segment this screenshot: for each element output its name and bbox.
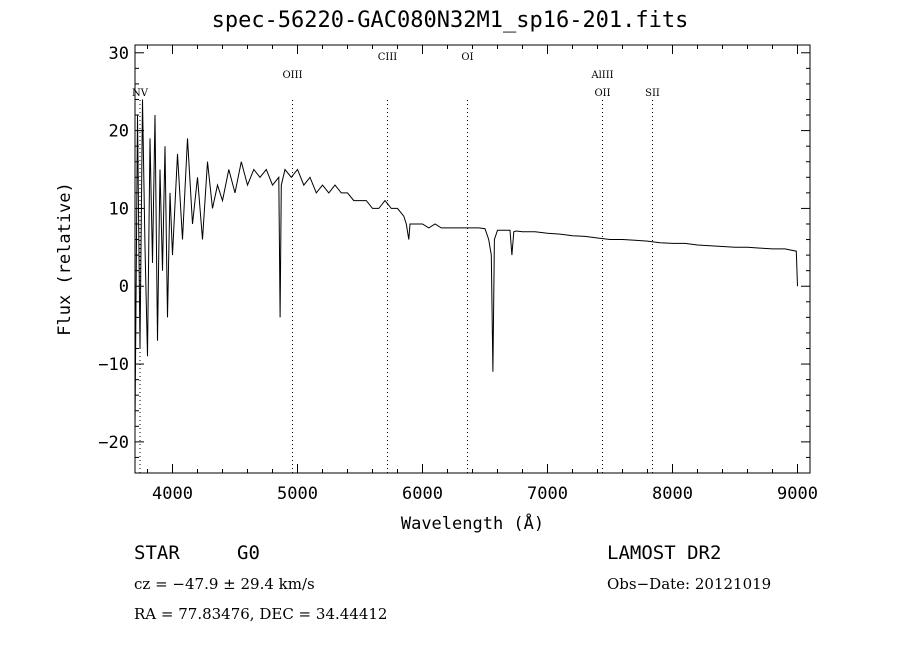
obs-date: Obs−Date: 20121019: [607, 575, 772, 593]
x-tick-label: 7000: [527, 484, 568, 504]
x-tick-label: 5000: [277, 484, 318, 504]
line-label-CIII: CIII: [378, 52, 398, 63]
chart-title: spec-56220-GAC080N32M1_sp16-201.fits: [211, 8, 689, 33]
redshift-cz: cz = −47.9 ± 29.4 km/s: [134, 575, 315, 593]
y-tick-label: 0: [119, 277, 129, 297]
line-label-SII: SII: [645, 88, 660, 99]
line-label-AlIII: AlIII: [590, 70, 613, 81]
y-tick-label: −20: [98, 433, 129, 453]
line-label-NV: NV: [132, 88, 149, 99]
x-tick-label: 4000: [152, 484, 193, 504]
y-axis-label: Flux (relative): [55, 182, 75, 336]
ra-dec-coordinates: RA = 77.83476, DEC = 34.44412: [134, 605, 388, 623]
survey-label: LAMOST DR2: [607, 542, 722, 564]
spectrum-series-0: [134, 99, 798, 427]
x-tick-label: 6000: [402, 484, 443, 504]
y-tick-label: 30: [109, 44, 129, 64]
x-tick-label: 9000: [777, 484, 818, 504]
line-label-OIII: OIII: [282, 70, 302, 81]
x-tick-label: 8000: [652, 484, 693, 504]
y-tick-label: 20: [109, 122, 129, 142]
x-axis-label: Wavelength (Å): [401, 512, 544, 534]
object-subclass: G0: [237, 542, 260, 564]
line-label-OI: OI: [461, 52, 473, 63]
y-tick-label: −10: [98, 355, 129, 375]
plot-frame: [134, 44, 811, 474]
y-tick-label: 10: [109, 199, 129, 219]
object-class: STAR: [134, 542, 180, 564]
line-label-OII: OII: [594, 88, 610, 99]
